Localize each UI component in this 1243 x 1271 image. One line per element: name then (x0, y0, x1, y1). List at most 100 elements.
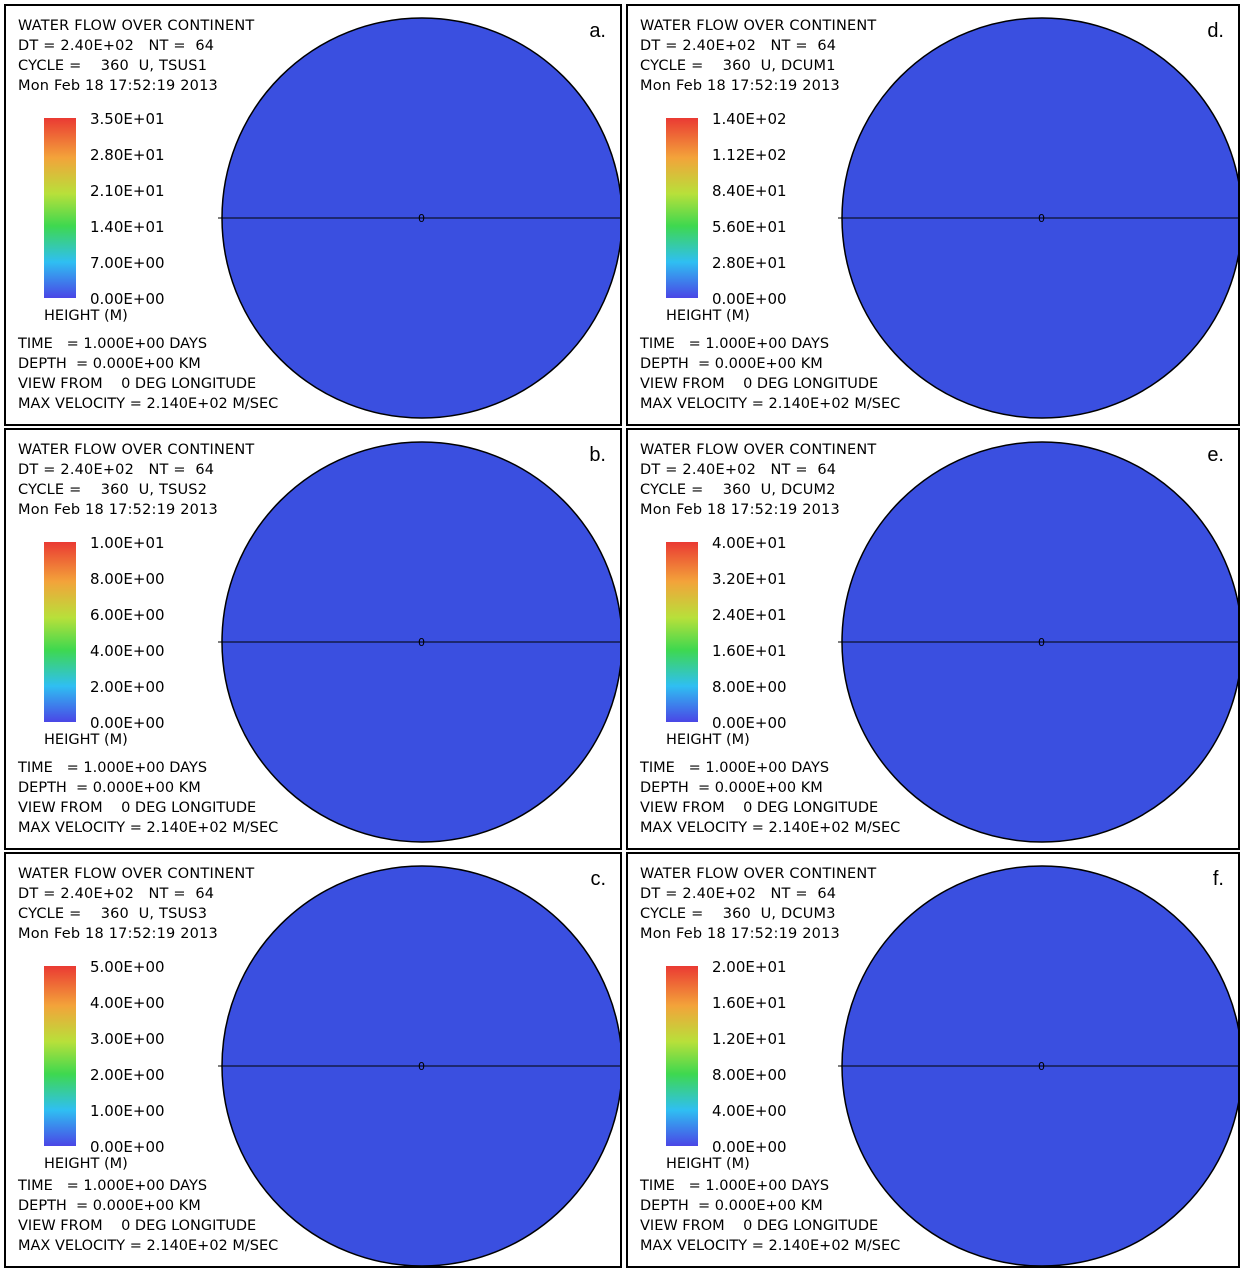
globe-plot: 0 (666, 441, 1238, 843)
colorbar-tick-label: 8.00E+00 (712, 1066, 787, 1084)
header-line: DT = 2.40E+02 NT = 64 (640, 38, 837, 54)
header-line: DT = 2.40E+02 NT = 64 (640, 462, 837, 478)
header-line: WATER FLOW OVER CONTINENT (18, 442, 255, 458)
footer-line: TIME = 1.000E+00 DAYS (640, 760, 830, 776)
colorbar-tick-label: 0.00E+00 (712, 714, 787, 732)
colorbar (666, 118, 698, 298)
colorbar (44, 542, 76, 722)
footer-line: TIME = 1.000E+00 DAYS (18, 760, 208, 776)
equator-zero-label: 0 (418, 636, 425, 649)
panel-letter: a. (589, 20, 606, 42)
equator-zero-label: 0 (418, 212, 425, 225)
footer-line: TIME = 1.000E+00 DAYS (640, 336, 830, 352)
colorbar-tick-label: 4.00E+00 (90, 994, 165, 1012)
footer-line: VIEW FROM 0 DEG LONGITUDE (18, 1218, 257, 1234)
equator-zero-label: 0 (1038, 1060, 1045, 1073)
header-line: Mon Feb 18 17:52:19 2013 (18, 502, 218, 518)
colorbar-tick-label: 8.00E+00 (90, 570, 165, 588)
colorbar-units-label: HEIGHT (M) (666, 308, 750, 324)
colorbar-tick-label: 0.00E+00 (90, 290, 165, 308)
colorbar (666, 966, 698, 1146)
colorbar-tick-label: 6.00E+00 (90, 606, 165, 624)
colorbar-tick-label: 3.50E+01 (90, 110, 165, 128)
header-line: Mon Feb 18 17:52:19 2013 (18, 78, 218, 94)
colorbar (44, 966, 76, 1146)
colorbar-tick-label: 8.40E+01 (712, 182, 787, 200)
footer-line: MAX VELOCITY = 2.140E+02 M/SEC (18, 396, 279, 412)
colorbar-tick-label: 2.80E+01 (90, 146, 165, 164)
header-line: CYCLE = 360 U, TSUS3 (18, 906, 208, 922)
footer-line: TIME = 1.000E+00 DAYS (18, 336, 208, 352)
colorbar-units-label: HEIGHT (M) (44, 732, 128, 748)
panel-letter: f. (1212, 868, 1224, 890)
colorbar (44, 118, 76, 298)
panel-a: 0 WATER FLOW OVER CONTINENT DT = 2.40E+02 … (4, 4, 622, 426)
panel-letter: e. (1207, 444, 1224, 466)
colorbar-tick-label: 1.40E+01 (90, 218, 165, 236)
header-line: Mon Feb 18 17:52:19 2013 (18, 926, 218, 942)
globe-plot: 0 (44, 441, 620, 843)
header-line: WATER FLOW OVER CONTINENT (640, 442, 877, 458)
colorbar-tick-label: 4.00E+00 (90, 642, 165, 660)
colorbar (666, 542, 698, 722)
colorbar-tick-label: 1.00E+01 (90, 534, 165, 552)
footer-line: MAX VELOCITY = 2.140E+02 M/SEC (640, 396, 901, 412)
panel-b: 0 WATER FLOW OVER CONTINENT DT = 2.40E+02 … (4, 428, 622, 850)
colorbar-tick-label: 1.60E+01 (712, 994, 787, 1012)
header-line: Mon Feb 18 17:52:19 2013 (640, 78, 840, 94)
header-line: CYCLE = 360 U, TSUS1 (18, 58, 208, 74)
footer-line: DEPTH = 0.000E+00 KM (640, 780, 823, 796)
globe-plot: 0 (666, 865, 1238, 1266)
colorbar-tick-label: 4.00E+00 (712, 1102, 787, 1120)
colorbar-units-label: HEIGHT (M) (44, 1156, 128, 1172)
colorbar-tick-label: 2.10E+01 (90, 182, 165, 200)
header-line: WATER FLOW OVER CONTINENT (18, 866, 255, 882)
footer-line: MAX VELOCITY = 2.140E+02 M/SEC (640, 820, 901, 836)
panel-letter: b. (589, 444, 606, 466)
colorbar-tick-label: 7.00E+00 (90, 254, 165, 272)
footer-line: DEPTH = 0.000E+00 KM (640, 1198, 823, 1214)
colorbar-tick-label: 8.00E+00 (712, 678, 787, 696)
colorbar-tick-label: 5.60E+01 (712, 218, 787, 236)
header-line: CYCLE = 360 U, TSUS2 (18, 482, 208, 498)
footer-line: DEPTH = 0.000E+00 KM (18, 356, 201, 372)
globe-plot: 0 (666, 17, 1238, 419)
colorbar-tick-label: 2.80E+01 (712, 254, 787, 272)
colorbar-tick-label: 1.60E+01 (712, 642, 787, 660)
globe-plot: 0 (44, 865, 620, 1266)
panel-c: 0 WATER FLOW OVER CONTINENT DT = 2.40E+02 … (4, 852, 622, 1268)
globe-plot: 0 (44, 17, 620, 419)
footer-line: VIEW FROM 0 DEG LONGITUDE (18, 376, 257, 392)
colorbar-units-label: HEIGHT (M) (666, 732, 750, 748)
panel-letter: d. (1207, 20, 1224, 42)
footer-line: VIEW FROM 0 DEG LONGITUDE (640, 376, 879, 392)
colorbar-tick-label: 2.00E+01 (712, 958, 787, 976)
colorbar-units-label: HEIGHT (M) (44, 308, 128, 324)
header-line: DT = 2.40E+02 NT = 64 (18, 886, 215, 902)
colorbar-tick-label: 4.00E+01 (712, 534, 787, 552)
panel-e: 0 WATER FLOW OVER CONTINENT DT = 2.40E+02 … (626, 428, 1240, 850)
footer-line: TIME = 1.000E+00 DAYS (18, 1178, 208, 1194)
header-line: DT = 2.40E+02 NT = 64 (18, 38, 215, 54)
colorbar-tick-label: 1.12E+02 (712, 146, 787, 164)
colorbar-tick-label: 2.00E+00 (90, 678, 165, 696)
header-line: Mon Feb 18 17:52:19 2013 (640, 502, 840, 518)
footer-line: VIEW FROM 0 DEG LONGITUDE (640, 800, 879, 816)
colorbar-tick-label: 2.40E+01 (712, 606, 787, 624)
footer-line: TIME = 1.000E+00 DAYS (640, 1178, 830, 1194)
header-line: CYCLE = 360 U, DCUM2 (640, 482, 836, 498)
footer-line: MAX VELOCITY = 2.140E+02 M/SEC (18, 1238, 279, 1254)
footer-line: DEPTH = 0.000E+00 KM (640, 356, 823, 372)
header-line: CYCLE = 360 U, DCUM1 (640, 58, 836, 74)
footer-line: MAX VELOCITY = 2.140E+02 M/SEC (18, 820, 279, 836)
equator-zero-label: 0 (418, 1060, 425, 1073)
colorbar-tick-label: 2.00E+00 (90, 1066, 165, 1084)
header-line: Mon Feb 18 17:52:19 2013 (640, 926, 840, 942)
colorbar-tick-label: 0.00E+00 (90, 714, 165, 732)
header-line: DT = 2.40E+02 NT = 64 (18, 462, 215, 478)
colorbar-tick-label: 1.00E+00 (90, 1102, 165, 1120)
header-line: WATER FLOW OVER CONTINENT (18, 18, 255, 34)
equator-zero-label: 0 (1038, 212, 1045, 225)
footer-line: MAX VELOCITY = 2.140E+02 M/SEC (640, 1238, 901, 1254)
header-line: CYCLE = 360 U, DCUM3 (640, 906, 836, 922)
